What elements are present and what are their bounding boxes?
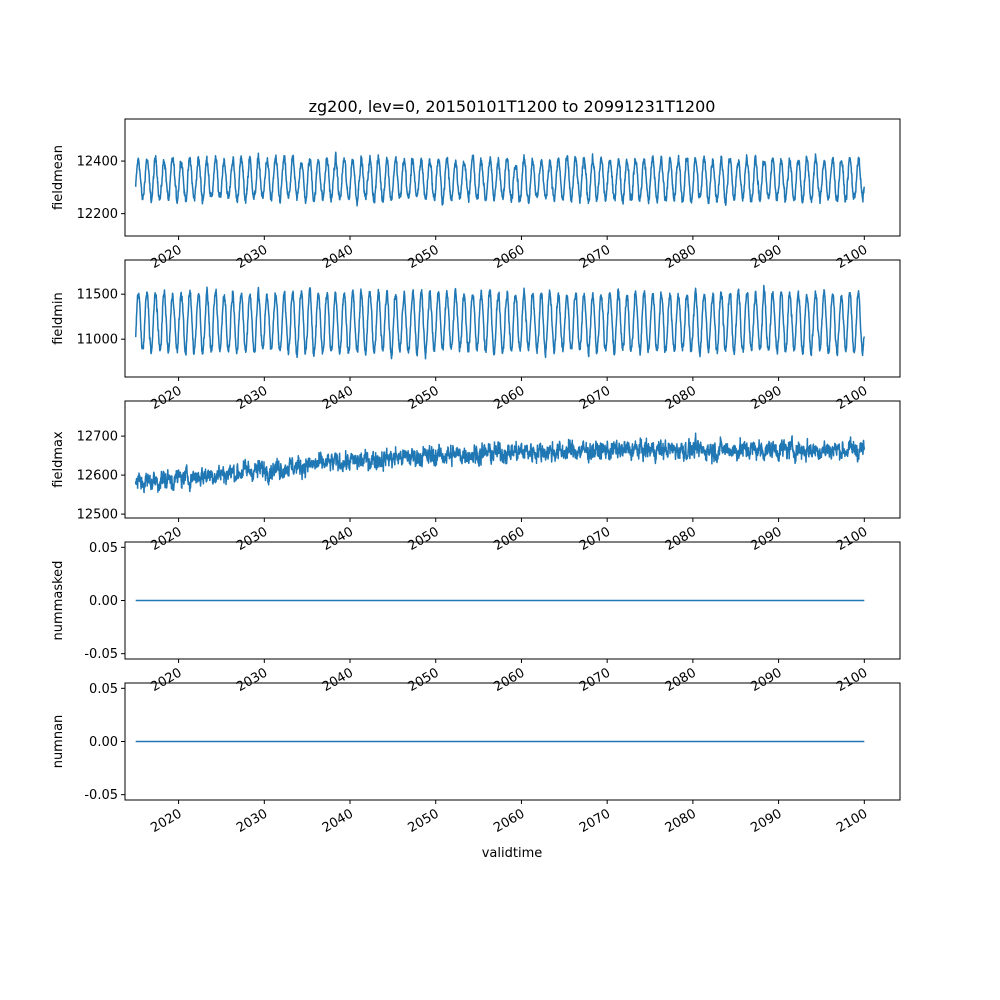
y-tick-label: 12600 [77,469,118,484]
y-axis-label-fieldmax: fieldmax [51,431,66,488]
chart-title: zg200, lev=0, 20150101T1200 to 20991231T… [309,97,716,116]
axes-frame [124,259,901,378]
y-tick-label: 11000 [77,333,118,348]
y-tick-label: 12700 [77,430,118,445]
y-axis-label-fieldmean: fieldmean [51,145,66,210]
series-line-fieldmean [134,151,866,207]
y-axis-label-fieldmin: fieldmin [51,292,66,345]
y-tick-label: 0.05 [89,541,118,556]
series-line-fieldmin [134,284,866,360]
y-tick-label: -0.05 [84,647,118,662]
y-tick-label: 0.05 [89,682,118,697]
y-tick-label: 0.00 [89,594,118,609]
y-tick-label: 11500 [77,288,118,303]
y-tick-label: 12500 [77,508,118,523]
y-axis-label-numnan: numnan [51,715,66,769]
y-axis-label-nummasked: nummasked [51,561,66,641]
axes-frame [124,400,901,519]
y-tick-label: -0.05 [84,788,118,803]
y-tick-label: 12400 [77,155,118,170]
y-tick-label: 12200 [77,207,118,222]
y-tick-label: 0.00 [89,735,118,750]
x-axis-label: validtime [482,846,543,861]
axes-frame [124,118,901,237]
series-line-fieldmax [134,432,866,494]
